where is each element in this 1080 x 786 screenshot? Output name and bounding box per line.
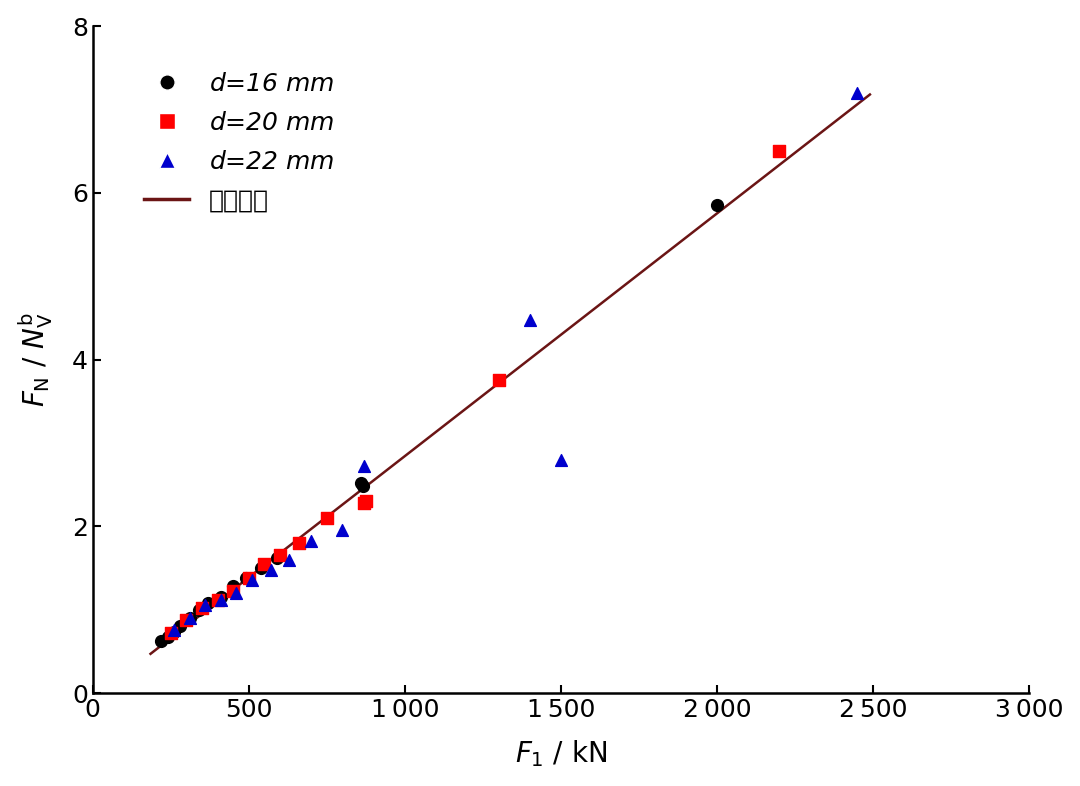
Point (225, 580, 242, 593)
Y-axis label: $F_{\rm N}$ / $N_{\rm V}^{\rm b}$: $F_{\rm N}$ / $N_{\rm V}^{\rm b}$ (16, 312, 55, 407)
Point (268, 552, 285, 564)
Legend: $d$=16 mm, $d$=20 mm, $d$=22 mm, 回归曲线: $d$=16 mm, $d$=20 mm, $d$=22 mm, 回归曲线 (124, 52, 354, 233)
Point (708, 199, 726, 211)
Point (256, 557, 273, 570)
Point (225, 585, 242, 597)
Point (281, 553, 298, 566)
Point (181, 612, 199, 624)
Point (159, 631, 176, 644)
Point (262, 564, 280, 576)
Point (172, 620, 189, 633)
Point (152, 635, 170, 648)
Point (253, 562, 270, 575)
Point (355, 460, 373, 472)
Point (178, 613, 195, 626)
Point (240, 571, 257, 584)
Point (291, 537, 308, 549)
Point (197, 599, 214, 612)
Point (181, 612, 199, 624)
Point (193, 602, 211, 615)
Point (849, 86, 866, 99)
Point (190, 604, 207, 616)
Point (212, 593, 229, 606)
Point (238, 571, 255, 584)
Point (352, 476, 369, 489)
Point (271, 549, 288, 562)
Point (243, 575, 260, 587)
X-axis label: $F_1$ / kN: $F_1$ / kN (515, 739, 607, 769)
Point (228, 586, 245, 599)
Point (490, 374, 508, 387)
Point (165, 624, 183, 637)
Point (552, 454, 569, 466)
Point (354, 480, 372, 493)
Point (162, 626, 179, 639)
Point (357, 495, 375, 508)
Point (319, 512, 336, 524)
Point (210, 593, 227, 606)
Point (521, 314, 538, 326)
Point (212, 591, 229, 604)
Point (200, 597, 217, 609)
Point (302, 535, 320, 548)
Point (355, 497, 373, 509)
Point (771, 145, 788, 157)
Point (334, 523, 351, 536)
Point (165, 626, 183, 638)
